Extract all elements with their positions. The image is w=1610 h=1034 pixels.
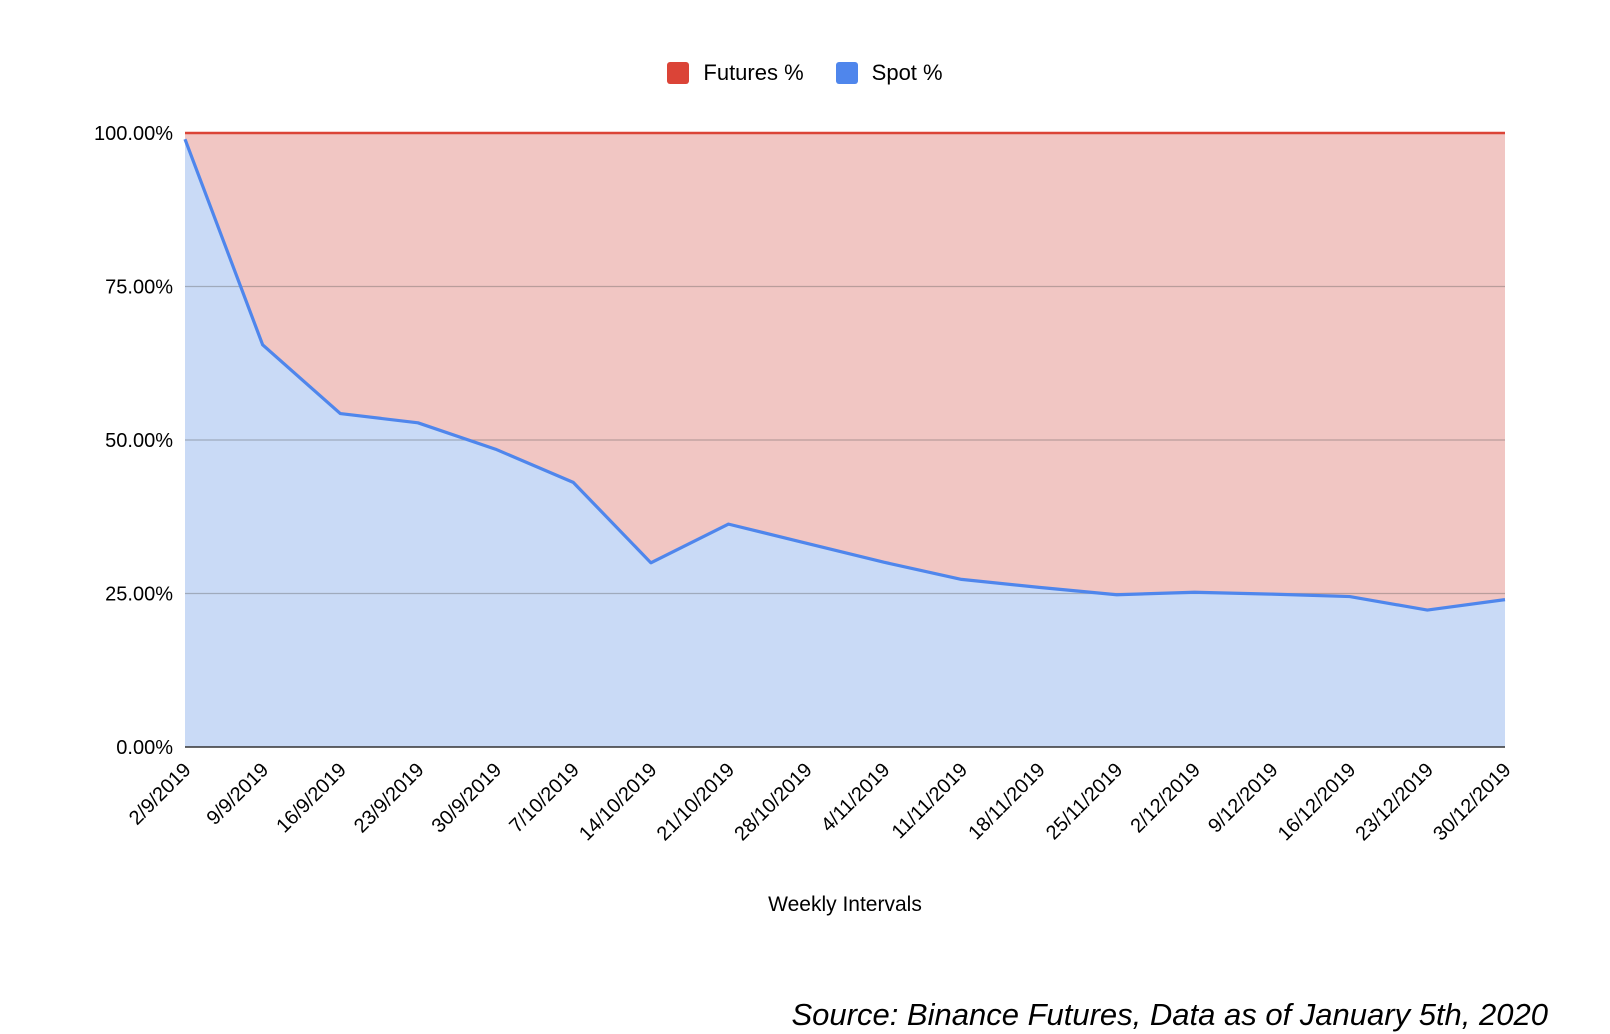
spot-area (185, 139, 1505, 747)
source-note: Source: Binance Futures, Data as of Janu… (791, 997, 1548, 1032)
chart-legend: Futures % Spot % (0, 60, 1610, 86)
futures-area (185, 133, 1505, 611)
legend-label-futures: Futures % (703, 60, 804, 85)
y-axis-ticks: 0.00% 25.00% 50.00% 75.00% 100.00% (94, 123, 173, 759)
x-tick-label: 9/12/2019 (1204, 759, 1282, 837)
legend-swatch-futures (667, 62, 690, 84)
x-tick-label: 30/12/2019 (1429, 759, 1515, 845)
x-tick-label: 28/10/2019 (730, 759, 816, 845)
legend-item-spot[interactable]: Spot % (835, 60, 943, 86)
x-tick-label: 9/9/2019 (203, 759, 274, 830)
y-tick-label: 25.00% (105, 584, 173, 606)
x-tick-label: 14/10/2019 (575, 759, 661, 845)
spot-line (183, 138, 1506, 612)
y-tick-label: 50.00% (105, 430, 173, 452)
x-tick-label: 21/10/2019 (653, 759, 739, 845)
x-tick-label: 4/11/2019 (817, 759, 894, 836)
x-tick-label: 23/12/2019 (1352, 759, 1438, 845)
x-tick-label: 18/11/2019 (964, 759, 1049, 844)
x-tick-label: 11/11/2019 (888, 759, 972, 843)
x-tick-label: 30/9/2019 (428, 759, 506, 837)
x-axis-ticks: 2/9/2019 9/9/2019 16/9/2019 23/9/2019 30/9/2… (125, 759, 1516, 845)
x-tick-label: 25/11/2019 (1042, 759, 1127, 844)
x-axis-label: Weekly Intervals (768, 893, 922, 916)
x-tick-label: 16/12/2019 (1274, 759, 1360, 845)
x-tick-label: 7/10/2019 (505, 759, 583, 837)
x-tick-label: 23/9/2019 (350, 759, 428, 837)
y-tick-label: 0.00% (116, 737, 173, 759)
x-tick-label: 2/9/2019 (125, 759, 196, 830)
y-tick-label: 75.00% (105, 277, 173, 299)
y-tick-label: 100.00% (94, 123, 173, 145)
legend-label-spot: Spot % (871, 60, 943, 85)
x-tick-label: 16/9/2019 (272, 759, 350, 837)
legend-item-futures[interactable]: Futures % (667, 60, 804, 86)
area-layer (185, 133, 1505, 747)
series-lines (183, 131, 1506, 748)
legend-swatch-spot (835, 62, 858, 84)
x-tick-label: 2/12/2019 (1126, 759, 1204, 837)
